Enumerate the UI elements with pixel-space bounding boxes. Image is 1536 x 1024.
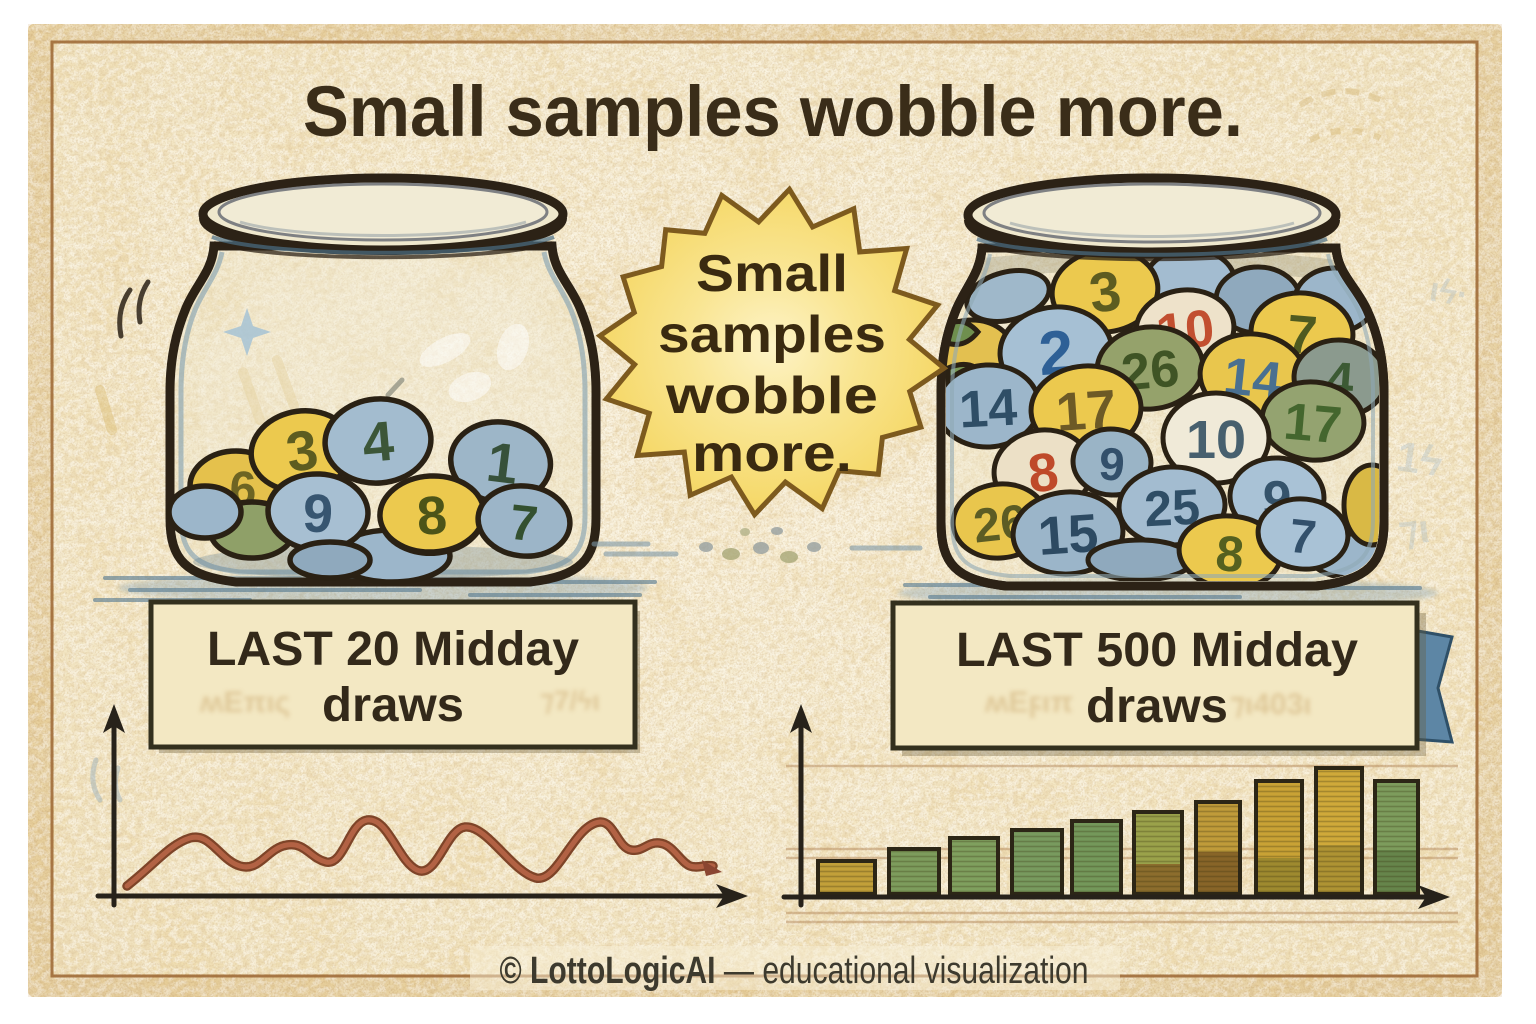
svg-text:draws: draws	[322, 679, 464, 732]
svg-text:LAST 20 Midday: LAST 20 Midday	[207, 623, 579, 676]
svg-text:17: 17	[1281, 393, 1344, 456]
svg-text:samples: samples	[658, 306, 886, 364]
svg-text:ιϟ·: ιϟ·	[1427, 270, 1472, 314]
svg-text:8: 8	[415, 485, 448, 546]
svg-text:4: 4	[360, 409, 397, 474]
svg-text:ʍEπις: ʍEπις	[199, 686, 290, 719]
svg-text:ʍEϝιπ: ʍEϝιπ	[984, 686, 1073, 719]
svg-text:8: 8	[1214, 525, 1247, 583]
svg-text:⁊ι403ι: ⁊ι403ι	[1230, 688, 1312, 721]
svg-text:10: 10	[1186, 410, 1246, 470]
svg-text:© LottoLogicAI — educational v: © LottoLogicAI — educational visualizati…	[500, 950, 1089, 992]
svg-text:3: 3	[1086, 258, 1125, 324]
svg-text:⁊7/ϟι: ⁊7/ϟι	[540, 685, 600, 716]
svg-text:9: 9	[301, 483, 334, 544]
svg-text:7: 7	[1287, 510, 1319, 566]
svg-text:7: 7	[507, 494, 541, 553]
svg-text:14: 14	[958, 379, 1019, 440]
svg-text:⁊ι: ⁊ι	[1396, 507, 1431, 554]
svg-text:LAST 500 Midday: LAST 500 Midday	[956, 624, 1358, 677]
svg-text:wobble: wobble	[665, 367, 878, 425]
svg-text:Small: Small	[696, 245, 848, 303]
svg-text:Small samples wobble more.: Small samples wobble more.	[303, 73, 1243, 152]
svg-text:more.: more.	[692, 425, 852, 483]
svg-text:1ϟ: 1ϟ	[1394, 432, 1446, 485]
svg-text:9: 9	[1097, 437, 1126, 491]
svg-text:draws: draws	[1086, 680, 1228, 733]
